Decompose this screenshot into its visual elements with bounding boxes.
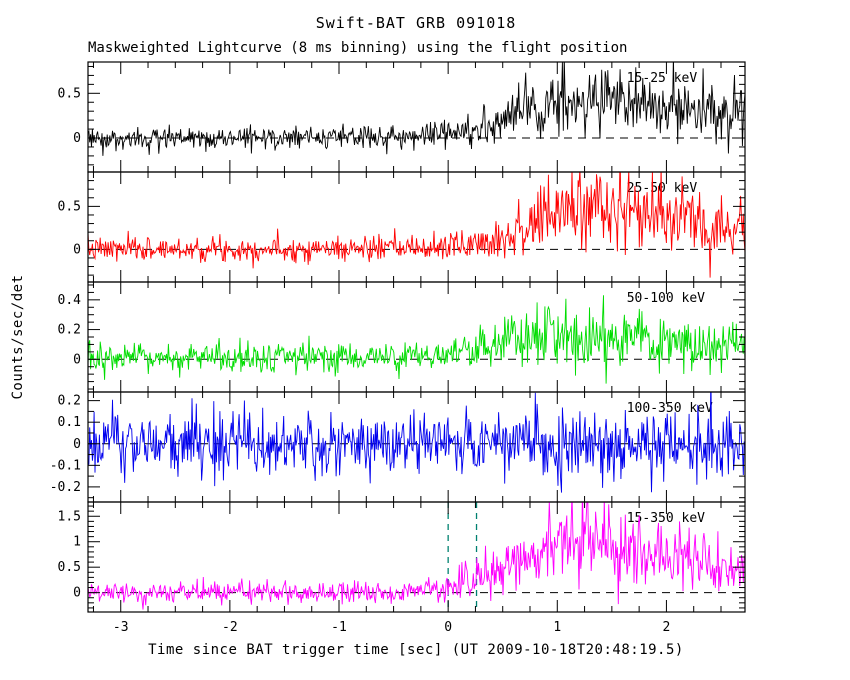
- y-tick-label: 0: [73, 586, 81, 601]
- lightcurve-panel: 25-50 keV 0 0.5: [58, 171, 746, 283]
- axis-ticks: [88, 171, 745, 282]
- y-tick-label: 0: [73, 437, 81, 452]
- x-axis-label: Time since BAT trigger time [sec] (UT 20…: [148, 642, 684, 658]
- energy-band-label: 100-350 keV: [627, 401, 713, 416]
- lightcurve-panel: 100-350 keV -0.2 -0.1 0 0.1 0.2: [50, 391, 746, 503]
- x-tick-label: -1: [331, 620, 347, 635]
- x-tick-label: -2: [222, 620, 238, 635]
- energy-band-label: 25-50 keV: [627, 181, 698, 196]
- lightcurve-panel: 15-350 keV 0 0.5 1 1.5 -3 -2 -1 0 1 2: [58, 501, 746, 635]
- axis-ticks: [88, 502, 745, 612]
- y-tick-label: -0.1: [50, 458, 81, 473]
- y-tick-label: 0.1: [58, 415, 81, 430]
- y-tick-label: 0.2: [58, 394, 81, 409]
- energy-band-label: 15-350 keV: [627, 511, 705, 526]
- energy-band-label: 15-25 keV: [627, 71, 698, 86]
- panel-stack: 15-25 keV 0 0.5 25-50 keV 0 0.5 50-100 keV 0 0.2…: [50, 61, 746, 635]
- x-tick-label: 2: [663, 620, 671, 635]
- y-tick-label: 0.2: [58, 323, 81, 338]
- figure-title: Swift-BAT GRB 091018: [316, 14, 517, 32]
- x-tick-label: 1: [553, 620, 561, 635]
- y-tick-label: 1: [73, 535, 81, 550]
- axis-ticks: [88, 282, 745, 392]
- y-tick-label: 0.5: [58, 86, 81, 101]
- y-tick-label: 0.5: [58, 560, 81, 575]
- lightcurve-trace: [88, 172, 745, 278]
- lightcurve-trace: [88, 392, 745, 493]
- y-tick-label: 0.5: [58, 199, 81, 214]
- y-tick-label: -0.2: [50, 480, 81, 495]
- lightcurve-panel: 15-25 keV 0 0.5: [58, 61, 746, 173]
- figure-subtitle: Maskweighted Lightcurve (8 ms binning) u…: [88, 40, 627, 56]
- y-tick-label: 1.5: [58, 509, 81, 524]
- x-tick-label: -3: [113, 620, 129, 635]
- lightcurve-trace: [88, 295, 745, 384]
- lightcurve-trace: [88, 62, 745, 156]
- x-tick-label: 0: [444, 620, 452, 635]
- y-tick-label: 0: [73, 131, 81, 146]
- y-tick-label: 0: [73, 242, 81, 257]
- y-axis-label: Counts/sec/det: [10, 274, 26, 399]
- axis-ticks: [88, 392, 745, 502]
- y-tick-label: 0.4: [58, 293, 82, 308]
- y-tick-label: 0: [73, 352, 81, 367]
- lightcurve-panel: 50-100 keV 0 0.2 0.4: [58, 281, 746, 393]
- axis-ticks: [88, 62, 745, 172]
- energy-band-label: 50-100 keV: [627, 291, 705, 306]
- lightcurve-trace: [88, 502, 745, 610]
